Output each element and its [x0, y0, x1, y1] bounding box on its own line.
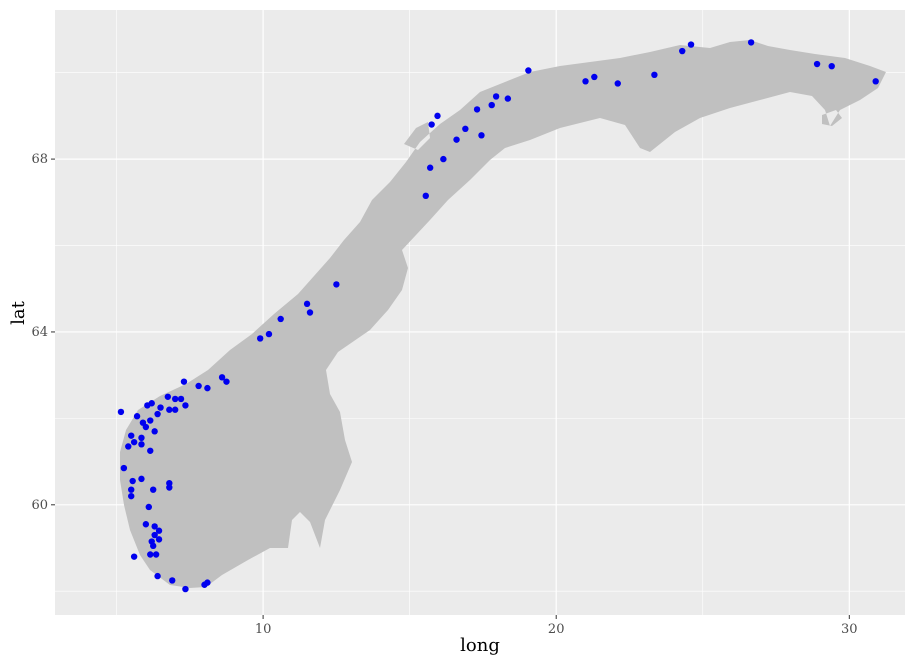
- data-point: [130, 438, 138, 446]
- data-point: [152, 551, 160, 558]
- data-point: [180, 378, 188, 385]
- data-point: [171, 406, 179, 413]
- data-point: [256, 335, 264, 342]
- data-point: [147, 447, 154, 454]
- data-point: [128, 492, 135, 500]
- data-point: [138, 475, 145, 483]
- data-point: [177, 395, 185, 403]
- data-point: [164, 393, 172, 400]
- data-point: [265, 330, 273, 338]
- data-point: [453, 136, 460, 143]
- data-point: [218, 374, 226, 381]
- data-point: [117, 408, 125, 416]
- y-axis-ticks: 60 64 68: [31, 152, 55, 513]
- data-point: [133, 413, 141, 420]
- data-point: [149, 486, 157, 493]
- data-point: [154, 410, 161, 418]
- data-point: [145, 503, 152, 511]
- norway-land-silhouette: [120, 40, 886, 588]
- x-tick-label: 20: [548, 622, 565, 637]
- data-point: [142, 423, 150, 431]
- data-point: [147, 417, 154, 424]
- data-point: [434, 112, 441, 120]
- data-point: [142, 521, 150, 528]
- data-point: [204, 384, 211, 392]
- data-point: [223, 378, 230, 385]
- data-point: [128, 486, 135, 493]
- data-point: [473, 106, 481, 113]
- y-tick-label: 68: [31, 152, 48, 167]
- data-point: [125, 443, 132, 450]
- data-point: [166, 406, 173, 413]
- data-point: [171, 395, 179, 403]
- data-point: [169, 577, 176, 584]
- data-point: [195, 382, 202, 390]
- data-point: [651, 71, 658, 79]
- data-point: [303, 300, 311, 308]
- data-point: [151, 523, 158, 530]
- data-point: [147, 551, 154, 558]
- data-point: [333, 281, 340, 288]
- data-point: [306, 309, 314, 316]
- data-point: [591, 73, 598, 81]
- data-point: [129, 477, 136, 485]
- data-point: [488, 101, 495, 109]
- data-point: [148, 400, 155, 407]
- data-point: [204, 579, 211, 586]
- data-point: [166, 484, 173, 491]
- x-tick-label: 30: [841, 622, 858, 637]
- data-point: [525, 67, 532, 74]
- data-point: [426, 164, 434, 171]
- data-point: [182, 585, 189, 593]
- data-point: [120, 464, 128, 472]
- data-point: [151, 531, 158, 539]
- data-point: [504, 95, 512, 102]
- data-point: [149, 542, 157, 550]
- y-axis-title: lat: [8, 300, 29, 324]
- data-point: [828, 62, 835, 70]
- data-point: [151, 428, 158, 435]
- y-tick-label: 64: [31, 325, 48, 340]
- data-point: [679, 47, 686, 55]
- data-point: [582, 78, 589, 85]
- data-point: [478, 132, 485, 139]
- data-points: [117, 39, 879, 593]
- data-point: [155, 527, 163, 534]
- x-tick-label: 10: [255, 622, 272, 637]
- data-point: [128, 432, 135, 439]
- y-tick-label: 60: [31, 498, 48, 513]
- data-point: [687, 41, 695, 48]
- data-point: [138, 441, 145, 448]
- data-point: [462, 125, 469, 133]
- data-point: [277, 315, 284, 323]
- data-point: [872, 78, 879, 85]
- data-point: [138, 434, 145, 442]
- x-axis-title: long: [460, 635, 500, 656]
- data-point: [422, 192, 429, 200]
- data-point: [614, 80, 621, 87]
- data-point: [440, 155, 447, 163]
- x-axis-ticks: 10 20 30: [255, 615, 858, 637]
- data-point: [157, 404, 164, 411]
- data-point: [747, 39, 755, 46]
- data-point: [155, 536, 163, 543]
- data-point: [154, 572, 161, 580]
- data-point: [813, 60, 821, 68]
- data-point: [182, 402, 189, 409]
- data-point: [428, 121, 435, 128]
- data-point: [492, 93, 500, 100]
- data-point: [130, 553, 138, 560]
